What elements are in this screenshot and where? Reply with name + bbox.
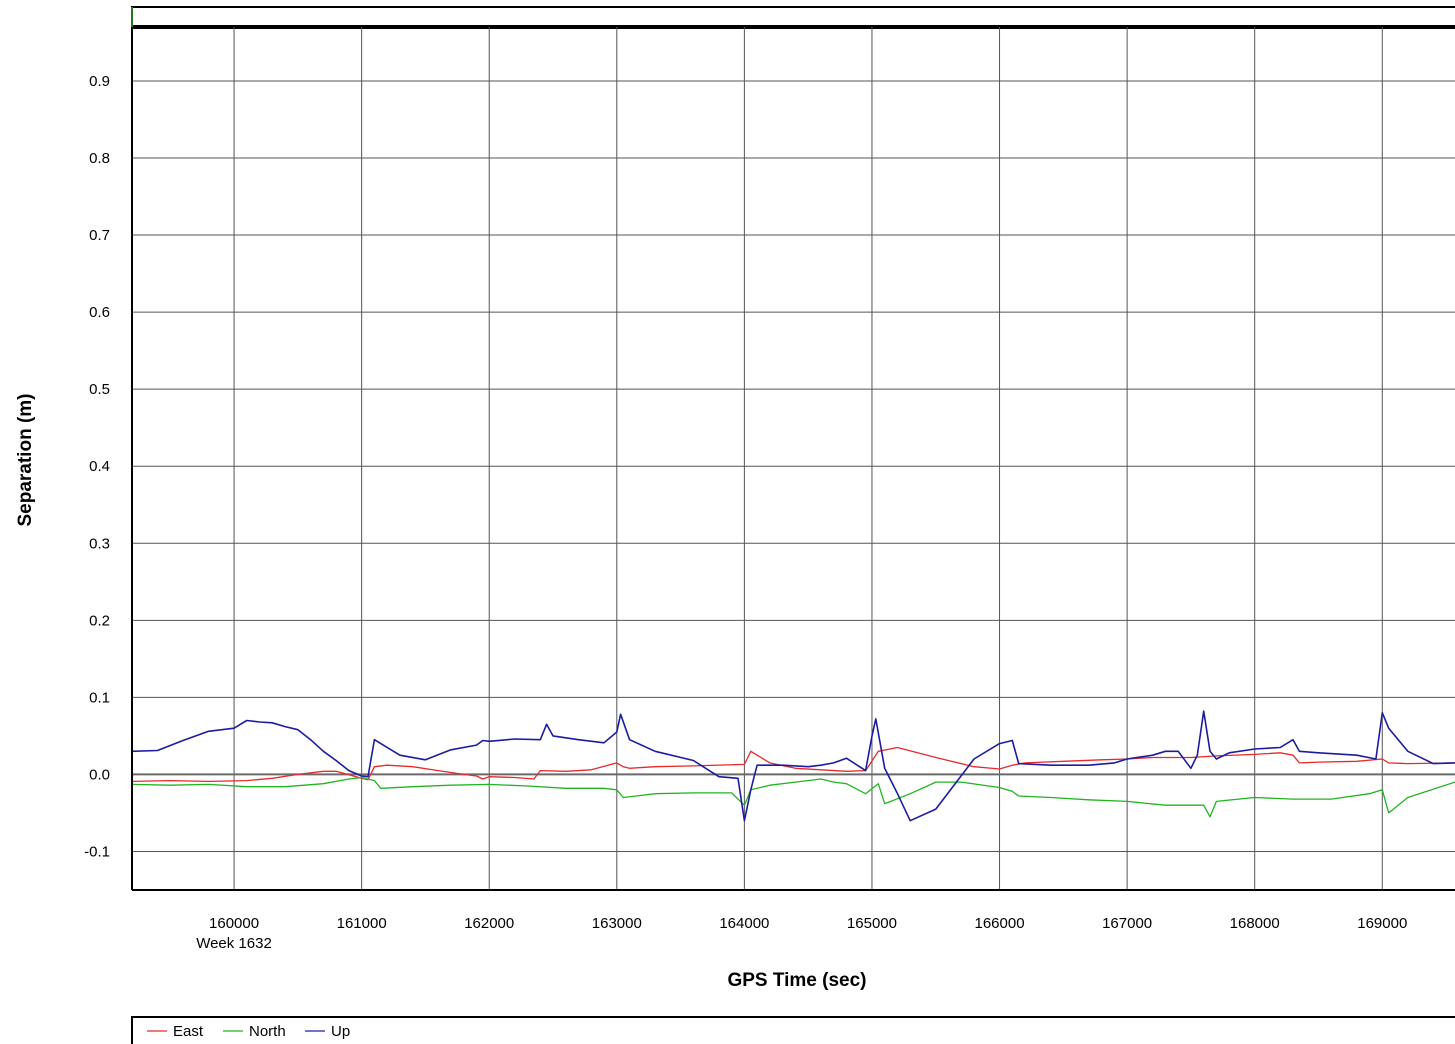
legend-box — [131, 1016, 1455, 1044]
y-tick-label: 0.7 — [89, 227, 110, 244]
y-axis-title: Separation (m) — [15, 393, 36, 526]
x-tick-label: 167000 — [1102, 915, 1152, 932]
y-tick-label: 0.6 — [89, 304, 110, 321]
x-tick-label: 162000 — [464, 915, 514, 932]
chart-header-bar — [131, 6, 1455, 28]
legend: East North Up — [147, 1023, 350, 1040]
y-tick-label: 0.5 — [89, 381, 110, 398]
grid-lines — [132, 27, 1455, 890]
x-tick-label: 169000 — [1357, 915, 1407, 932]
x-tick-label: 161000 — [337, 915, 387, 932]
week-label: Week 1632 — [196, 935, 272, 952]
x-tick-label: 163000 — [592, 915, 642, 932]
y-tick-label: 0.0 — [89, 766, 110, 783]
series-line-up — [131, 710, 1455, 822]
y-tick-label: 0.1 — [89, 689, 110, 706]
legend-label-north: North — [249, 1023, 286, 1040]
legend-label-up: Up — [331, 1023, 350, 1040]
x-tick-label: 160000 — [209, 915, 259, 932]
y-tick-label: 0.2 — [89, 612, 110, 629]
y-tick-labels: -0.1 0.0 0.1 0.2 0.3 0.4 0.5 0.6 0.7 0.8 0.9 — [84, 73, 110, 861]
y-tick-label: 0.4 — [89, 458, 110, 475]
y-tick-label: 0.9 — [89, 73, 110, 90]
x-tick-label: 166000 — [975, 915, 1025, 932]
x-tick-labels: 160000 161000 162000 163000 164000 165000 1660… — [209, 915, 1407, 932]
series-line-north — [131, 776, 1455, 818]
series-lines — [131, 710, 1455, 822]
x-tick-label: 164000 — [719, 915, 769, 932]
x-tick-label: 168000 — [1230, 915, 1280, 932]
legend-label-east: East — [173, 1023, 204, 1040]
y-tick-label: 0.3 — [89, 535, 110, 552]
y-tick-label: -0.1 — [84, 843, 110, 860]
y-tick-label: 0.8 — [89, 150, 110, 167]
series-line-east — [131, 746, 1455, 783]
x-tick-label: 165000 — [847, 915, 897, 932]
x-axis-title: GPS Time (sec) — [727, 970, 866, 991]
